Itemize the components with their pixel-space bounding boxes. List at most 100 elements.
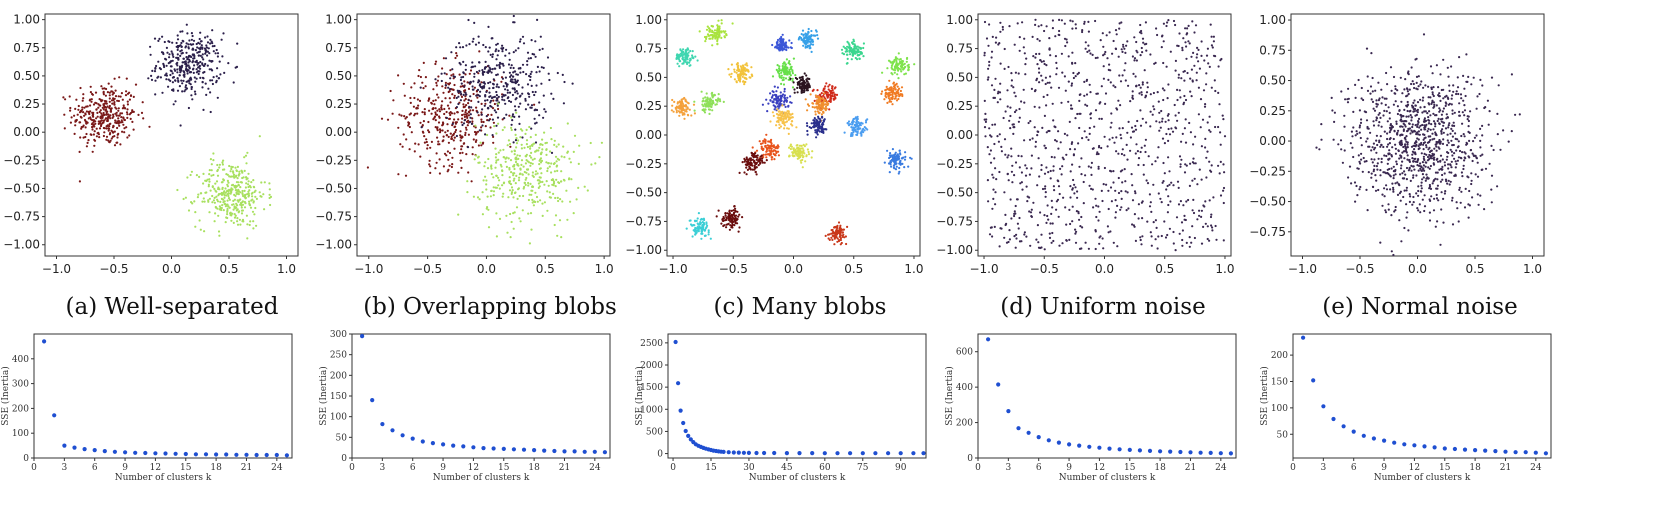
data-point	[696, 222, 699, 225]
data-point	[779, 112, 782, 115]
data-point	[486, 167, 490, 170]
data-point	[554, 185, 557, 188]
data-point	[246, 223, 249, 226]
data-point	[541, 148, 544, 151]
data-point	[218, 166, 221, 169]
data-point	[517, 179, 521, 182]
data-point	[519, 220, 522, 223]
data-point	[750, 66, 753, 69]
data-point	[207, 200, 210, 203]
data-point	[536, 179, 540, 182]
data-point	[168, 56, 171, 59]
data-point	[761, 148, 764, 151]
data-point	[108, 133, 111, 136]
data-point	[999, 227, 1002, 230]
data-point	[543, 108, 546, 111]
data-point	[555, 145, 558, 148]
data-point	[895, 61, 898, 64]
x-tick-label: 1.0	[595, 262, 614, 276]
data-point	[437, 96, 440, 99]
data-point	[896, 85, 899, 88]
data-point	[188, 66, 191, 69]
data-point	[462, 103, 465, 106]
data-point	[441, 121, 445, 124]
data-point	[1078, 165, 1081, 168]
data-point	[1178, 89, 1181, 92]
y-tick-label: 0.50	[325, 69, 352, 83]
data-point	[806, 109, 809, 112]
data-point	[93, 130, 96, 133]
data-point	[428, 159, 431, 162]
data-point	[448, 97, 451, 100]
data-point	[801, 156, 805, 159]
data-point	[477, 155, 480, 158]
data-point	[492, 190, 496, 193]
data-point	[706, 33, 710, 36]
subfigure-caption: (c) Many blobs	[714, 294, 887, 320]
data-point	[798, 152, 801, 155]
data-point	[455, 121, 458, 124]
data-point	[858, 53, 861, 57]
data-point	[783, 90, 786, 93]
data-point	[497, 102, 500, 105]
data-point	[1169, 50, 1172, 53]
data-point	[539, 161, 543, 164]
data-point	[891, 93, 894, 96]
data-point	[116, 120, 119, 123]
data-point	[741, 216, 744, 219]
data-point	[1206, 150, 1209, 153]
data-point	[852, 120, 855, 123]
data-point	[713, 34, 717, 37]
data-point	[110, 90, 113, 93]
data-point	[1102, 65, 1105, 68]
data-point	[849, 134, 853, 138]
data-point	[543, 201, 547, 204]
data-point	[1167, 203, 1170, 207]
data-point	[694, 220, 697, 223]
data-point	[521, 63, 525, 66]
data-point	[455, 52, 458, 55]
data-point	[167, 85, 170, 88]
data-point	[550, 171, 553, 174]
data-point	[525, 143, 529, 146]
data-point	[220, 181, 223, 184]
data-point	[560, 155, 563, 158]
data-point	[745, 166, 748, 169]
data-point	[1209, 130, 1212, 133]
data-point	[512, 81, 516, 84]
data-point	[444, 84, 447, 87]
data-point	[816, 34, 819, 37]
data-point	[509, 145, 512, 148]
data-point	[783, 103, 786, 106]
data-point	[1065, 153, 1068, 156]
data-point	[1166, 21, 1169, 24]
data-point	[1159, 197, 1162, 200]
data-point	[450, 165, 453, 169]
data-point	[528, 125, 531, 129]
data-point	[816, 128, 819, 131]
data-point	[489, 81, 492, 84]
data-point	[1177, 111, 1180, 114]
data-point	[221, 55, 224, 58]
data-point	[258, 135, 261, 138]
data-point	[442, 91, 445, 94]
data-point	[516, 163, 519, 166]
data-point	[855, 119, 858, 122]
data-point	[817, 122, 821, 125]
data-point	[1208, 115, 1211, 118]
data-point	[1179, 96, 1182, 99]
data-point	[508, 91, 512, 94]
data-point	[187, 47, 190, 50]
data-point	[1121, 50, 1124, 54]
data-point	[788, 39, 791, 42]
data-point	[212, 199, 215, 202]
data-point	[528, 193, 531, 196]
data-point	[418, 69, 421, 72]
data-point	[211, 79, 214, 82]
data-point	[525, 73, 528, 76]
data-point	[809, 93, 812, 96]
data-point	[506, 89, 509, 92]
data-point	[812, 119, 815, 122]
chart-c: −1.0 −0.5 0.0 0.5 1.0−1.00−0.75−0.50−0.250.0…	[625, 13, 923, 276]
data-point	[213, 44, 216, 48]
